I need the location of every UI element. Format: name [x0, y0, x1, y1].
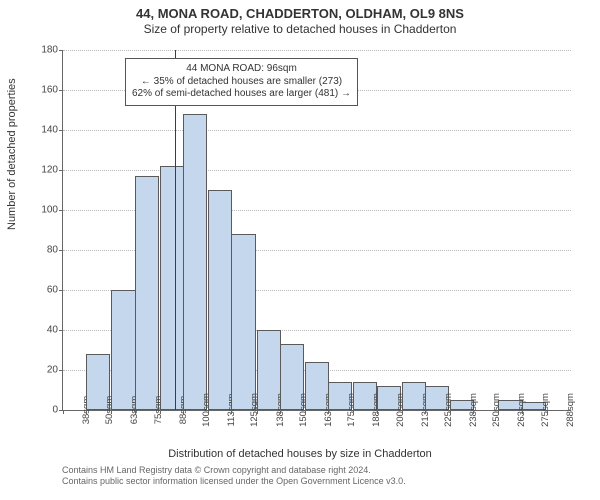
histogram-bar — [135, 176, 159, 410]
histogram-bar — [231, 234, 255, 410]
y-tick-label: 40 — [28, 325, 58, 336]
y-tick-label: 160 — [28, 85, 58, 96]
histogram-bar — [183, 114, 207, 410]
histogram-bar — [208, 190, 232, 410]
footer-line-2: Contains public sector information licen… — [62, 476, 406, 487]
annotation-line-3: 62% of semi-detached houses are larger (… — [132, 88, 351, 101]
x-tick-label: 288sqm — [547, 390, 576, 430]
gridline — [63, 170, 571, 171]
chart-subtitle: Size of property relative to detached ho… — [0, 22, 600, 36]
gridline — [63, 130, 571, 131]
y-tick-label: 100 — [28, 205, 58, 216]
y-tick-label: 0 — [28, 405, 58, 416]
annotation-line-1: 44 MONA ROAD: 96sqm — [132, 63, 351, 76]
y-tick-label: 120 — [28, 165, 58, 176]
histogram-plot: 38sqm50sqm63sqm75sqm88sqm100sqm113sqm125… — [62, 50, 571, 411]
y-tick-label: 20 — [28, 365, 58, 376]
annotation-box: 44 MONA ROAD: 96sqm ← 35% of detached ho… — [125, 58, 358, 106]
histogram-bar — [160, 166, 184, 410]
footer-attribution: Contains HM Land Registry data © Crown c… — [62, 465, 406, 487]
y-tick-label: 180 — [28, 45, 58, 56]
annotation-line-2: ← 35% of detached houses are smaller (27… — [132, 76, 351, 89]
x-axis-label: Distribution of detached houses by size … — [0, 448, 600, 460]
chart-title: 44, MONA ROAD, CHADDERTON, OLDHAM, OL9 8… — [0, 6, 600, 21]
y-tick-label: 80 — [28, 245, 58, 256]
y-tick-label: 140 — [28, 125, 58, 136]
footer-line-1: Contains HM Land Registry data © Crown c… — [62, 465, 406, 476]
y-tick-label: 60 — [28, 285, 58, 296]
y-axis-label: Number of detached properties — [6, 78, 18, 230]
gridline — [63, 50, 571, 51]
